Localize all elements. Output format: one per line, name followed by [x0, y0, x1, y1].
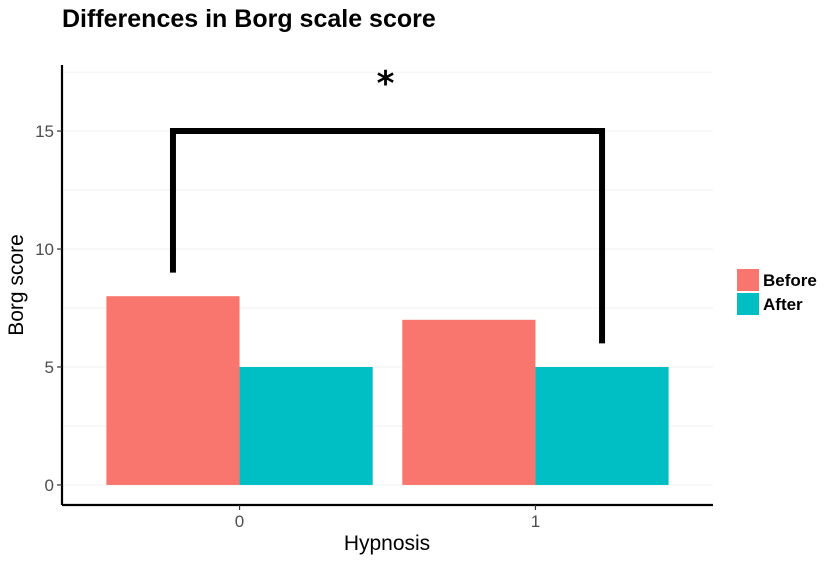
x-axis-title: Hypnosis — [344, 532, 430, 555]
chart-title: Differences in Borg scale score — [62, 5, 436, 33]
x-tick-label: 0 — [235, 512, 244, 531]
significance-label: * — [377, 64, 395, 104]
bar-before-1 — [402, 319, 536, 485]
bar-after-0 — [239, 366, 373, 485]
legend-key-before — [737, 269, 759, 291]
legend-label-before: Before — [763, 271, 817, 290]
y-tick-label: 10 — [35, 240, 54, 259]
legend-key-after — [737, 293, 759, 315]
y-tick-label: 15 — [35, 122, 54, 141]
bar-before-0 — [106, 296, 240, 485]
bars — [106, 296, 669, 485]
x-tick-label: 1 — [531, 512, 540, 531]
legend: Before After — [737, 269, 817, 315]
y-tick-label: 0 — [45, 476, 54, 495]
y-axis-ticks: 0 5 10 15 — [35, 122, 62, 495]
bar-after-1 — [535, 366, 669, 485]
y-axis-title: Borg score — [5, 234, 28, 336]
legend-label-after: After — [763, 295, 803, 314]
y-tick-label: 5 — [45, 358, 54, 377]
bracket-line — [169, 128, 606, 344]
significance-bracket — [169, 128, 606, 344]
